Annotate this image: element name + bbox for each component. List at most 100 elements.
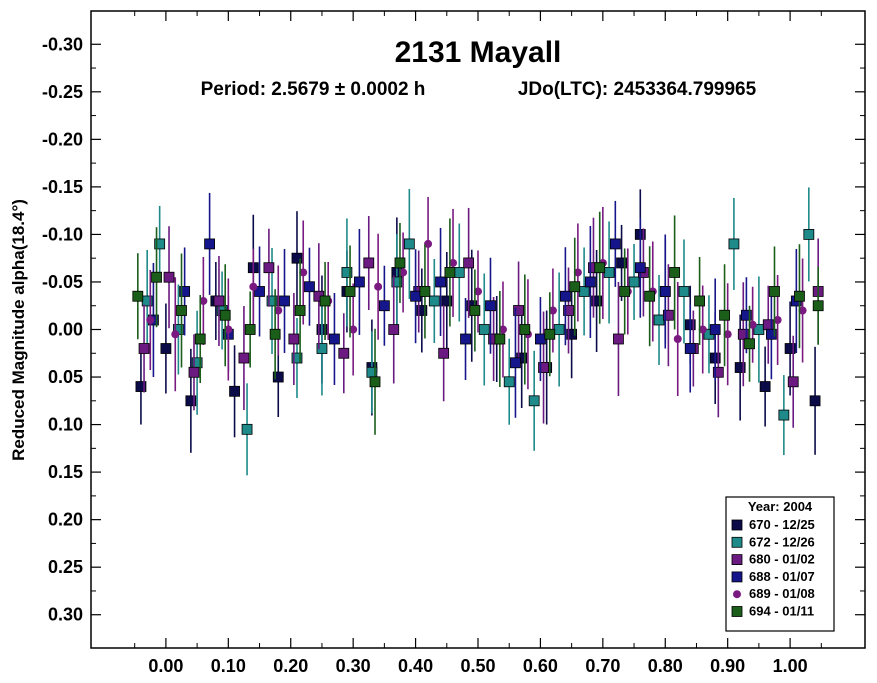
data-point (673, 335, 682, 344)
data-point (171, 330, 180, 339)
data-point (712, 366, 724, 378)
data-point (319, 295, 331, 307)
data-point (628, 276, 640, 288)
data-point (266, 295, 278, 307)
data-point (723, 330, 732, 339)
data-point (748, 320, 757, 329)
data-point (538, 362, 549, 373)
data-point (410, 290, 421, 302)
data-point (176, 305, 187, 316)
data-point (224, 325, 233, 334)
legend-marker (731, 571, 743, 583)
data-point (694, 295, 705, 307)
data-point (503, 376, 515, 388)
x-tick-label: 0.20 (273, 656, 308, 676)
data-point (569, 281, 581, 293)
data-point (709, 324, 721, 335)
data-point (478, 324, 490, 335)
y-tick-label: -0.05 (42, 272, 83, 292)
legend-label: 694 - 01/11 (749, 604, 814, 619)
data-point (204, 238, 215, 250)
data-point (794, 290, 805, 302)
data-point (765, 328, 777, 340)
data-point (344, 286, 356, 297)
data-point (419, 286, 431, 297)
data-point (809, 395, 821, 407)
data-point (349, 325, 358, 334)
x-tick-label: 0.60 (523, 656, 558, 676)
data-point (719, 309, 730, 321)
data-point (613, 333, 624, 345)
data-point (669, 267, 681, 278)
data-point (132, 290, 144, 302)
data-point (474, 287, 482, 296)
x-tick-label: 0.80 (648, 656, 683, 676)
data-point (269, 328, 281, 340)
legend-label: 680 - 01/02 (749, 552, 815, 567)
data-point (194, 333, 206, 345)
y-tick-label: -0.20 (42, 129, 83, 149)
data-point (378, 300, 390, 312)
data-point (399, 268, 408, 277)
y-tick-label: 0.00 (48, 320, 83, 340)
data-marks (132, 187, 824, 476)
data-point (241, 423, 253, 435)
data-point (812, 300, 824, 312)
x-tick-label: 0.00 (148, 656, 183, 676)
data-point (435, 276, 446, 288)
data-point (219, 309, 231, 321)
data-point (391, 276, 403, 288)
x-tick-label: 0.50 (460, 656, 495, 676)
data-point (616, 257, 627, 269)
data-point (494, 333, 506, 345)
data-point (294, 305, 306, 316)
data-point (773, 315, 782, 324)
data-point (634, 262, 646, 274)
y-tick-label: -0.30 (42, 34, 83, 54)
y-tick-label: 0.05 (48, 367, 83, 387)
legend-label: 670 - 12/25 (749, 517, 815, 532)
data-point (553, 324, 565, 335)
data-point (291, 252, 303, 264)
data-point (563, 305, 574, 316)
data-point (238, 352, 250, 364)
data-point (279, 295, 290, 307)
data-point (244, 324, 256, 335)
data-point (438, 347, 450, 359)
data-point (199, 296, 208, 305)
data-point (291, 352, 303, 364)
data-point (548, 306, 557, 315)
data-point (510, 357, 521, 369)
data-point (254, 286, 265, 297)
data-point (274, 306, 283, 315)
data-point (519, 324, 531, 335)
data-point (272, 371, 284, 383)
data-point (559, 290, 571, 302)
data-point (769, 286, 780, 297)
data-point (584, 276, 596, 288)
data-point (784, 343, 796, 354)
data-point (138, 343, 150, 354)
data-point (498, 325, 507, 334)
y-axis: -0.30 -0.25 -0.20 -0.15 -0.10 -0.05 0.00 0.05 0.… (42, 34, 865, 625)
data-point (535, 333, 546, 345)
data-point (188, 366, 200, 378)
data-point (441, 295, 453, 307)
data-point (288, 333, 300, 345)
data-point (363, 257, 375, 269)
data-point (249, 282, 258, 291)
data-point (684, 343, 696, 354)
legend-label: 689 - 01/08 (749, 586, 815, 601)
data-point (659, 286, 671, 297)
data-point (698, 325, 707, 334)
data-point (416, 305, 428, 316)
data-point (485, 300, 496, 312)
data-point (403, 238, 415, 250)
data-point (778, 409, 790, 421)
data-point (578, 286, 590, 297)
data-point (146, 315, 155, 324)
data-point (160, 343, 172, 354)
legend: Year: 2004 670 - 12/25 672 - 12/26 680 - 0… (725, 496, 835, 632)
data-point (299, 268, 308, 277)
